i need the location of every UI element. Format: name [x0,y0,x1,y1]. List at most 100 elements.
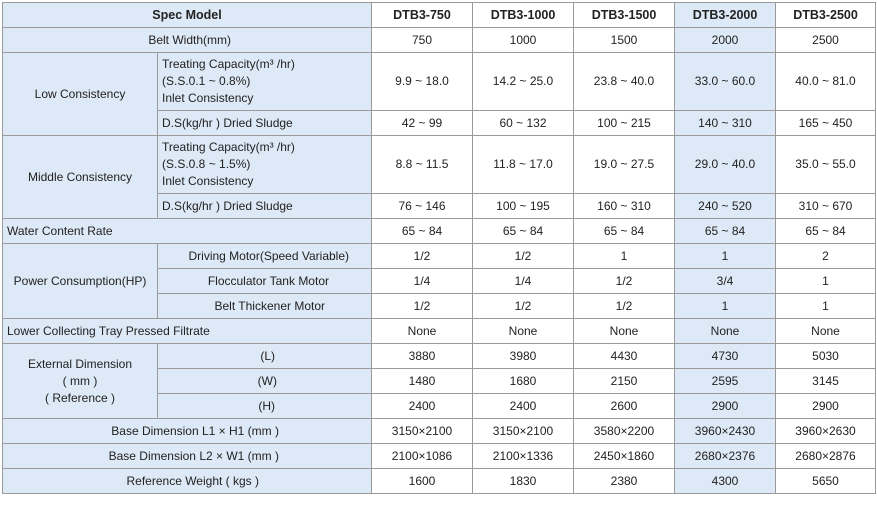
table-cell: 1680 [472,368,574,394]
table-cell: 35.0 ~ 55.0 [775,135,876,194]
table-cell: 40.0 ~ 81.0 [775,52,876,111]
table-cell: 19.0 ~ 27.5 [573,135,675,194]
table-cell: 2900 [775,393,876,419]
table-cell: 1830 [472,468,574,494]
table-cell: None [573,318,675,344]
power-item-label: Flocculator Tank Motor [157,268,372,294]
label-line: (S.S.0.1 ~ 0.8%) [162,74,251,88]
ext-dimension-row: (H) 2400 2400 2600 2900 2900 [3,393,876,419]
table-cell: 1/4 [371,268,473,294]
table-cell: 3980 [472,343,574,369]
table-cell: 1/2 [573,293,675,319]
low-capacity-label: Treating Capacity(m³ /hr) (S.S.0.1 ~ 0.8… [157,52,372,111]
model-header: DTB3-1500 [573,2,675,28]
table-cell: 1500 [573,27,675,53]
table-cell: 2600 [573,393,675,419]
ext-dimension-row: External Dimension ( mm ) ( Reference ) … [2,343,876,419]
table-cell: 2100×1086 [371,443,473,469]
label-line: Inlet Consistency [162,91,254,105]
water-content-row: Water Content Rate 65 ~ 84 65 ~ 84 65 ~ … [2,218,876,244]
base-dimension-label: Base Dimension L2 × W1 (mm ) [2,443,372,469]
table-cell: 23.8 ~ 40.0 [573,52,675,111]
tray-row: Lower Collecting Tray Pressed Filtrate N… [2,318,876,344]
weight-row: Reference Weight ( kgs ) 1600 1830 2380 … [2,468,876,494]
tray-label: Lower Collecting Tray Pressed Filtrate [2,318,372,344]
base-dimension-row: Base Dimension L2 × W1 (mm ) 2100×1086 2… [2,443,876,469]
table-cell: 11.8 ~ 17.0 [472,135,574,194]
low-ds-row: D.S(kg/hr ) Dried Sludge 42 ~ 99 60 ~ 13… [3,110,876,136]
table-cell: 100 ~ 195 [472,193,574,219]
table-cell: 3960×2430 [674,418,776,444]
table-cell: 1 [573,243,675,269]
table-cell: None [472,318,574,344]
table-cell: 2450×1860 [573,443,675,469]
table-cell: 1/2 [472,293,574,319]
table-cell: 65 ~ 84 [674,218,776,244]
middle-ds-label: D.S(kg/hr ) Dried Sludge [157,193,372,219]
table-cell: 2150 [573,368,675,394]
power-consumption-label: Power Consumption(HP) [2,243,158,319]
table-cell: 2400 [472,393,574,419]
middle-ds-row: D.S(kg/hr ) Dried Sludge 76 ~ 146 100 ~ … [3,193,876,219]
table-cell: 29.0 ~ 40.0 [674,135,776,194]
power-item-label: Belt Thickener Motor [157,293,372,319]
table-cell: 310 ~ 670 [775,193,876,219]
belt-width-row: Belt Width(mm) 750 1000 1500 2000 2500 [2,27,876,53]
table-cell: 2100×1336 [472,443,574,469]
table-cell: 1000 [472,27,574,53]
table-cell: 160 ~ 310 [573,193,675,219]
label-line: (S.S.0.8 ~ 1.5%) [162,157,251,171]
power-row: Power Consumption(HP) Driving Motor(Spee… [2,243,876,319]
table-cell: 1600 [371,468,473,494]
table-cell: 2400 [371,393,473,419]
table-cell: 14.2 ~ 25.0 [472,52,574,111]
low-capacity-row: Low Consistency Treating Capacity(m³ /hr… [2,52,876,136]
table-cell: 1 [775,293,876,319]
table-cell: 140 ~ 310 [674,110,776,136]
table-cell: 2680×2876 [775,443,876,469]
table-cell: None [674,318,776,344]
table-cell: 2900 [674,393,776,419]
table-cell: 3150×2100 [371,418,473,444]
table-cell: None [775,318,876,344]
dimension-axis-label: (H) [157,393,372,419]
table-cell: 3145 [775,368,876,394]
table-cell: 65 ~ 84 [573,218,675,244]
low-consistency-label: Low Consistency [2,52,158,136]
table-cell: 3/4 [674,268,776,294]
table-cell: 1/2 [573,268,675,294]
table-cell: 5030 [775,343,876,369]
table-cell: 240 ~ 520 [674,193,776,219]
table-cell: 165 ~ 450 [775,110,876,136]
dimension-axis-label: (L) [157,343,372,369]
model-header: DTB3-2500 [775,2,876,28]
external-dimension-label: External Dimension ( mm ) ( Reference ) [2,343,158,419]
table-cell: 2000 [674,27,776,53]
table-cell: 4300 [674,468,776,494]
table-cell: 33.0 ~ 60.0 [674,52,776,111]
label-line: Treating Capacity(m³ /hr) [162,57,295,71]
table-cell: 8.8 ~ 11.5 [371,135,473,194]
table-cell: None [371,318,473,344]
table-cell: 1480 [371,368,473,394]
dimension-axis-label: (W) [157,368,372,394]
table-cell: 60 ~ 132 [472,110,574,136]
label-line: Inlet Consistency [162,174,254,188]
table-cell: 1 [674,293,776,319]
table-cell: 1/4 [472,268,574,294]
label-line: External Dimension [27,356,133,371]
table-cell: 2680×2376 [674,443,776,469]
table-cell: 1 [775,268,876,294]
table-cell: 1 [674,243,776,269]
table-cell: 5650 [775,468,876,494]
table-cell: 2595 [674,368,776,394]
model-header: DTB3-2000 [674,2,776,28]
ext-dimension-row: (W) 1480 1680 2150 2595 3145 [3,368,876,394]
table-cell: 3880 [371,343,473,369]
table-cell: 2 [775,243,876,269]
middle-capacity-row: Middle Consistency Treating Capacity(m³ … [2,135,876,219]
table-cell: 3150×2100 [472,418,574,444]
table-cell: 2380 [573,468,675,494]
table-cell: 3960×2630 [775,418,876,444]
table-cell: 65 ~ 84 [775,218,876,244]
